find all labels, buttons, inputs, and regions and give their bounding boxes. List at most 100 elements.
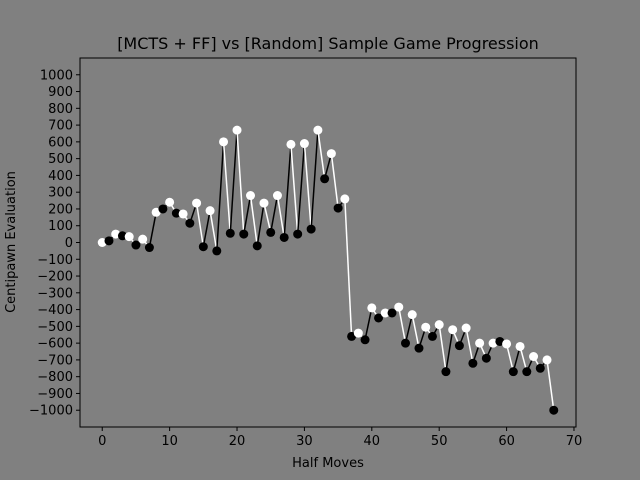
white-move-point xyxy=(421,322,431,332)
black-move-point xyxy=(427,331,437,341)
white-move-point xyxy=(461,323,471,333)
line-segment xyxy=(364,307,373,340)
line-segment xyxy=(283,144,292,238)
black-move-point xyxy=(508,367,518,377)
y-tick-label: −1000 xyxy=(29,404,73,419)
white-move-point xyxy=(380,308,390,318)
line-segment xyxy=(398,306,407,344)
y-tick-label: 800 xyxy=(48,102,73,117)
white-move-point xyxy=(542,355,552,365)
y-tick-label: 900 xyxy=(48,85,73,100)
black-move-point xyxy=(333,203,343,213)
white-move-point xyxy=(340,194,350,204)
white-move-point xyxy=(219,137,229,147)
line-segment xyxy=(276,195,285,238)
black-move-point xyxy=(293,229,303,239)
white-move-point xyxy=(151,207,161,217)
y-tick-label: −700 xyxy=(37,353,73,368)
white-move-point xyxy=(178,209,188,219)
white-move-point xyxy=(286,139,296,149)
black-move-point xyxy=(360,335,370,345)
white-move-point xyxy=(299,139,309,149)
y-tick-label: −400 xyxy=(37,303,73,318)
white-move-point xyxy=(138,234,148,244)
x-tick-label: 40 xyxy=(364,434,381,449)
line-segment xyxy=(290,144,299,235)
white-move-point xyxy=(475,338,485,348)
white-move-point xyxy=(488,338,498,348)
black-move-point xyxy=(117,231,127,241)
y-tick-label: 200 xyxy=(48,202,73,217)
y-tick-label: −200 xyxy=(37,270,73,285)
black-move-point xyxy=(131,240,141,250)
line-segment xyxy=(236,130,245,235)
data-points xyxy=(97,125,559,415)
x-tick-label: 60 xyxy=(498,434,515,449)
y-axis-label: Centipawn Evaluation xyxy=(4,171,19,313)
line-segment xyxy=(296,143,306,235)
white-move-point xyxy=(529,352,539,362)
white-move-point xyxy=(326,149,336,159)
white-move-point xyxy=(502,339,512,349)
x-tick-label: 20 xyxy=(229,434,246,449)
white-move-point xyxy=(246,191,255,201)
black-move-point xyxy=(252,241,262,251)
y-tick-label: 500 xyxy=(48,152,73,167)
black-move-point xyxy=(414,343,424,353)
y-axis-ticks: −1000−900−800−700−600−500−400−300−200−10… xyxy=(29,68,80,419)
y-tick-label: −800 xyxy=(37,370,73,385)
line-segment xyxy=(229,130,238,234)
x-tick-label: 50 xyxy=(431,434,448,449)
black-move-point xyxy=(468,358,478,368)
line-segment xyxy=(256,202,265,246)
y-tick-label: 400 xyxy=(48,169,73,184)
white-move-point xyxy=(394,302,404,312)
x-tick-label: 10 xyxy=(161,434,178,449)
y-tick-label: 1000 xyxy=(40,68,73,83)
x-axis-label: Half Moves xyxy=(292,456,364,471)
y-tick-label: 700 xyxy=(48,119,73,134)
white-move-point xyxy=(448,325,458,335)
y-tick-label: 300 xyxy=(48,186,73,201)
line-segment xyxy=(303,143,312,230)
y-tick-label: 100 xyxy=(48,219,73,234)
x-tick-label: 70 xyxy=(566,434,583,449)
line-segment xyxy=(546,359,555,411)
white-move-point xyxy=(407,310,417,320)
black-move-point xyxy=(522,367,532,377)
white-move-point xyxy=(272,191,282,201)
x-tick-label: 0 xyxy=(98,434,106,449)
black-move-point xyxy=(266,227,276,237)
line-segment xyxy=(209,210,218,252)
line-segment xyxy=(404,314,413,344)
chart-title: [MCTS + FF] vs [Random] Sample Game Prog… xyxy=(117,34,539,53)
white-move-point xyxy=(124,232,134,242)
line-segment xyxy=(269,195,279,233)
black-move-point xyxy=(158,204,168,214)
black-move-point xyxy=(185,218,195,228)
x-axis-ticks: 0 10 20 30 40 50 60 70 xyxy=(98,427,582,449)
line-segment xyxy=(148,212,157,248)
white-move-point xyxy=(313,125,323,135)
white-move-point xyxy=(515,341,525,351)
black-move-point xyxy=(481,353,491,363)
white-move-point xyxy=(434,320,444,330)
line-segment xyxy=(243,195,252,235)
line-segment xyxy=(222,141,232,234)
white-move-point xyxy=(259,198,269,208)
black-move-point xyxy=(387,308,397,318)
black-move-point xyxy=(454,341,464,351)
white-move-point xyxy=(97,238,107,247)
black-move-point xyxy=(239,229,249,239)
black-move-point xyxy=(225,228,235,238)
white-move-point xyxy=(367,303,377,313)
white-move-point xyxy=(111,229,121,239)
y-tick-label: −100 xyxy=(37,253,73,268)
line-segment xyxy=(330,153,339,209)
black-move-point xyxy=(212,246,222,256)
white-move-point xyxy=(205,206,215,216)
white-move-point xyxy=(232,125,242,135)
y-tick-label: −600 xyxy=(37,337,73,352)
plot-area xyxy=(80,58,576,427)
